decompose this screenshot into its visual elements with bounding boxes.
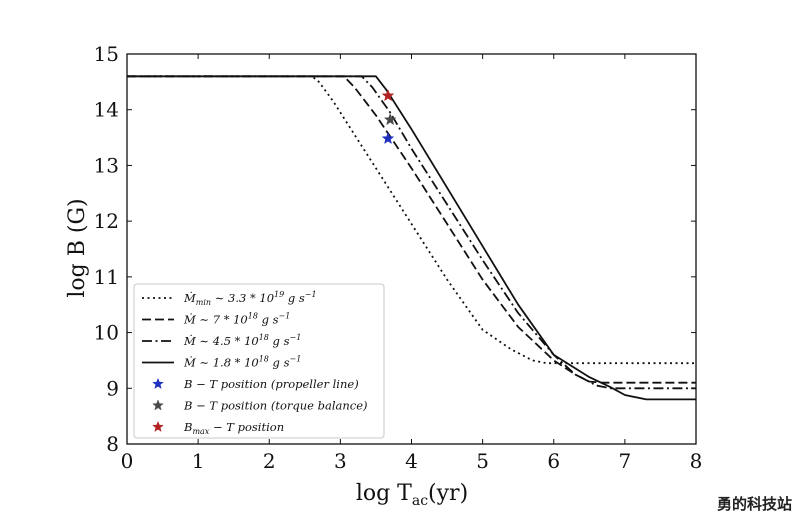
legend-marker-label-2: B − T position (torque balance): [183, 399, 368, 413]
x-tick-label: 3: [334, 449, 347, 473]
x-tick-label: 8: [690, 449, 703, 473]
series-line-solid: [127, 75, 696, 401]
legend-label-2: Ṁ ∼ 7 * 1018 g s−1: [183, 312, 290, 327]
y-tick-label: 12: [94, 209, 119, 233]
x-tick-label: 2: [263, 449, 276, 473]
series-line-dashdot: [127, 75, 696, 390]
legend-label-1: Ṁmin ∼ 3.3 * 1019 g s−1: [183, 290, 317, 307]
x-tick-label: 0: [121, 449, 134, 473]
y-tick-label: 15: [94, 42, 119, 66]
y-tick-label: 11: [94, 265, 119, 289]
x-axis-title: log Tac(yr): [356, 481, 468, 509]
legend-box: [133, 283, 385, 439]
x-tick-label: 6: [547, 449, 560, 473]
x-axis-title-sub: ac: [412, 493, 428, 509]
y-tick-label: 13: [94, 153, 119, 177]
x-tick-label: 7: [619, 449, 632, 473]
watermark: 勇的科技站: [717, 495, 792, 513]
x-tick-label: 1: [192, 449, 205, 473]
y-axis-title: log B (G): [65, 198, 90, 297]
legend-label-3: Ṁ ∼ 4.5 * 1018 g s−1: [183, 333, 301, 348]
y-tick-label: 10: [94, 321, 119, 345]
star-marker-1: [381, 132, 395, 145]
y-tick-label: 14: [94, 98, 119, 122]
x-tick-label: 4: [405, 449, 418, 473]
legend-star-1: [152, 377, 164, 389]
x-axis-title-main: log T: [356, 481, 412, 506]
legend-marker-label-3: Bmax − T position: [183, 420, 284, 436]
y-tick-label: 8: [106, 432, 119, 456]
y-tick-label: 9: [106, 376, 119, 400]
series-line-dotted: [127, 75, 696, 365]
legend-marker-label-1: B − T position (propeller line): [183, 377, 359, 391]
legend-star-3: [152, 420, 164, 432]
x-tick-label: 5: [476, 449, 489, 473]
series-line-dashed: [127, 75, 696, 384]
x-axis-title-unit: (yr): [428, 481, 468, 506]
legend-star-2: [152, 399, 164, 411]
star-marker-3: [381, 89, 395, 102]
legend-label-4: Ṁ ∼ 1.8 * 1018 g s−1: [183, 355, 301, 370]
star-marker-2: [383, 112, 397, 126]
